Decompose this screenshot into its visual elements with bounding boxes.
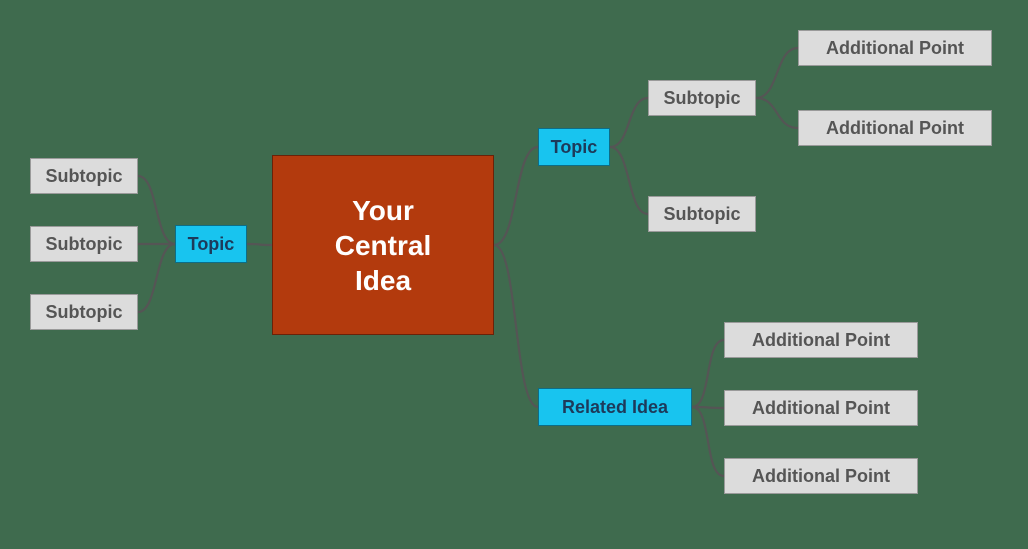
node-ap5[interactable]: Additional Point <box>724 458 918 494</box>
mindmap-canvas: Your Central Idea Topic Subtopic Subtopic Su… <box>0 0 1028 549</box>
edge-topicR-subR1 <box>610 98 648 147</box>
node-central[interactable]: Your Central Idea <box>272 155 494 335</box>
node-subR1[interactable]: Subtopic <box>648 80 756 116</box>
edge-topicL-subL3 <box>138 244 175 312</box>
node-ap1[interactable]: Additional Point <box>798 30 992 66</box>
node-subL3[interactable]: Subtopic <box>30 294 138 330</box>
edge-central-topicR <box>494 147 538 245</box>
edge-topicR-subR2 <box>610 147 648 214</box>
edge-topicL-subL1 <box>138 176 175 244</box>
node-related[interactable]: Related Idea <box>538 388 692 426</box>
edge-related-ap4 <box>692 407 724 408</box>
edge-central-topicL <box>247 244 272 245</box>
node-topicR[interactable]: Topic <box>538 128 610 166</box>
edge-subR1-ap2 <box>756 98 798 128</box>
edge-central-related <box>494 245 538 407</box>
node-ap2[interactable]: Additional Point <box>798 110 992 146</box>
edge-related-ap5 <box>692 407 724 476</box>
node-subL1[interactable]: Subtopic <box>30 158 138 194</box>
node-subR2[interactable]: Subtopic <box>648 196 756 232</box>
node-ap3[interactable]: Additional Point <box>724 322 918 358</box>
edge-related-ap3 <box>692 340 724 407</box>
node-subL2[interactable]: Subtopic <box>30 226 138 262</box>
node-ap4[interactable]: Additional Point <box>724 390 918 426</box>
node-topicL[interactable]: Topic <box>175 225 247 263</box>
edge-subR1-ap1 <box>756 48 798 98</box>
